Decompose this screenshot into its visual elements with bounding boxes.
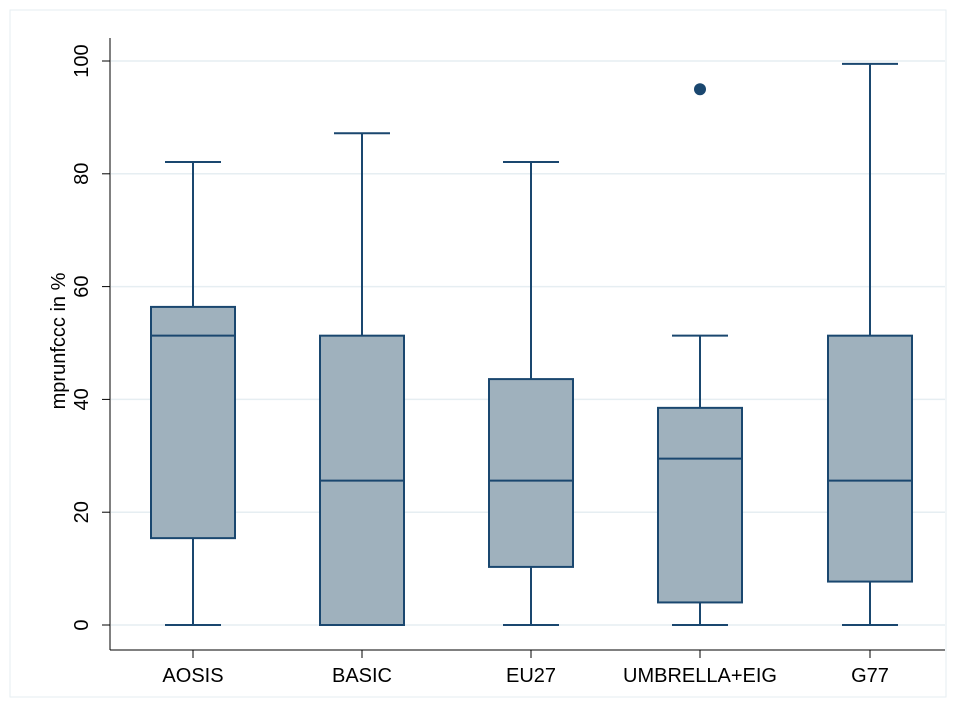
box-g77 xyxy=(827,62,913,626)
y-axis-title: mprunfccc in % xyxy=(48,272,70,409)
outlier-point xyxy=(694,83,706,96)
box-basic xyxy=(319,132,405,626)
axes xyxy=(109,38,945,651)
x-tick-label: EU27 xyxy=(506,665,556,687)
x-tick-label: BASIC xyxy=(332,665,392,687)
iqr-box xyxy=(657,406,743,604)
x-tick-label: G77 xyxy=(851,665,889,687)
y-tick-label: 100 xyxy=(71,44,93,77)
box-eu27 xyxy=(488,160,574,626)
box-aosis xyxy=(150,160,236,626)
iqr-box xyxy=(150,305,236,540)
x-tick-label: UMBRELLA+EIG xyxy=(623,665,777,687)
y-tick-label: 60 xyxy=(71,275,93,297)
box-umbrella-eig xyxy=(657,83,743,626)
iqr-box xyxy=(827,334,913,583)
y-ticks: 0 20 40 60 80 100 xyxy=(71,44,110,631)
y-tick-label: 80 xyxy=(71,163,93,185)
y-tick-label: 20 xyxy=(71,501,93,523)
iqr-box xyxy=(488,378,574,568)
x-tick-label: AOSIS xyxy=(162,665,223,687)
y-tick-label: 0 xyxy=(71,619,93,630)
x-ticks: AOSIS BASIC EU27 UMBRELLA+EIG G77 xyxy=(162,650,889,687)
boxes xyxy=(150,62,913,626)
y-tick-label: 40 xyxy=(71,388,93,410)
grid-lines xyxy=(111,60,945,626)
